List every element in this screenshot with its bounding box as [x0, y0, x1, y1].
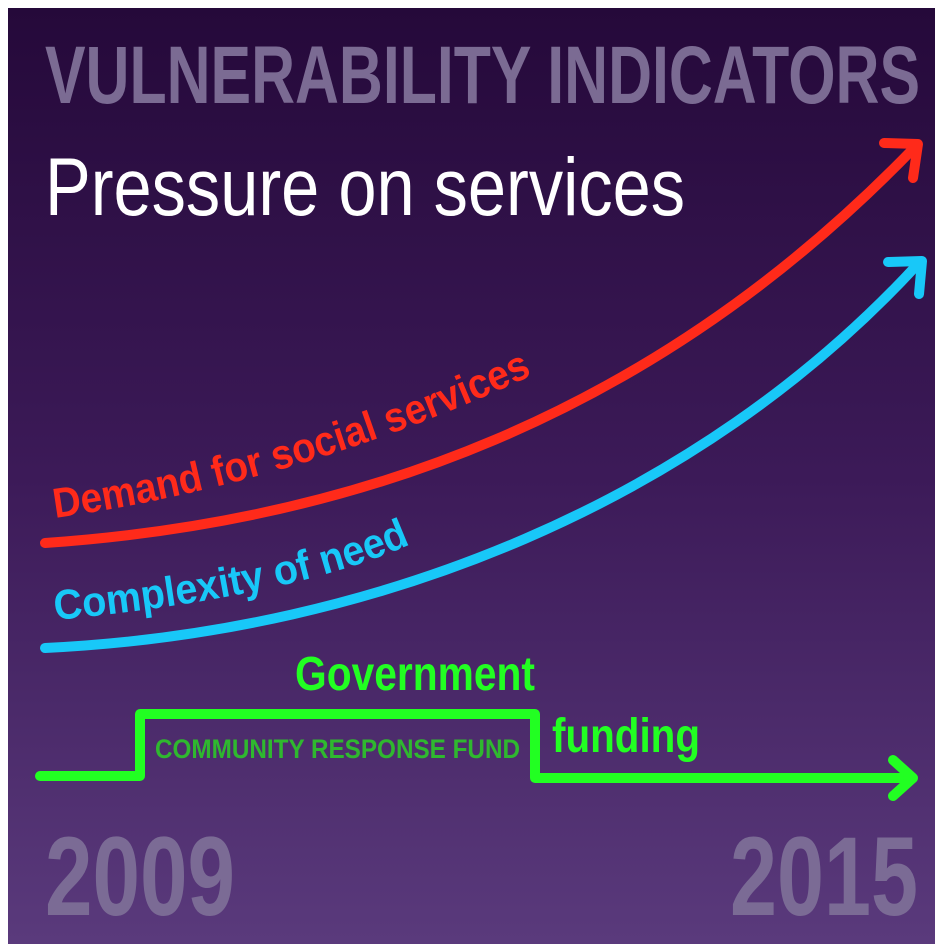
subtitle: Pressure on services	[45, 142, 685, 233]
curve	[879, 138, 923, 183]
curve	[888, 755, 918, 801]
title: VULNERABILITY INDICATORS	[45, 30, 920, 121]
curve	[883, 256, 927, 299]
curve	[35, 709, 915, 783]
curve	[40, 261, 921, 653]
green-label: Government	[295, 648, 535, 701]
band-label: COMMUNITY RESPONSE FUND	[155, 734, 520, 764]
curves	[35, 138, 927, 801]
end-year: 2015	[730, 814, 918, 939]
curve	[40, 145, 917, 548]
green-label-2: funding	[552, 710, 700, 763]
background	[8, 8, 935, 944]
start-year: 2009	[45, 814, 235, 939]
